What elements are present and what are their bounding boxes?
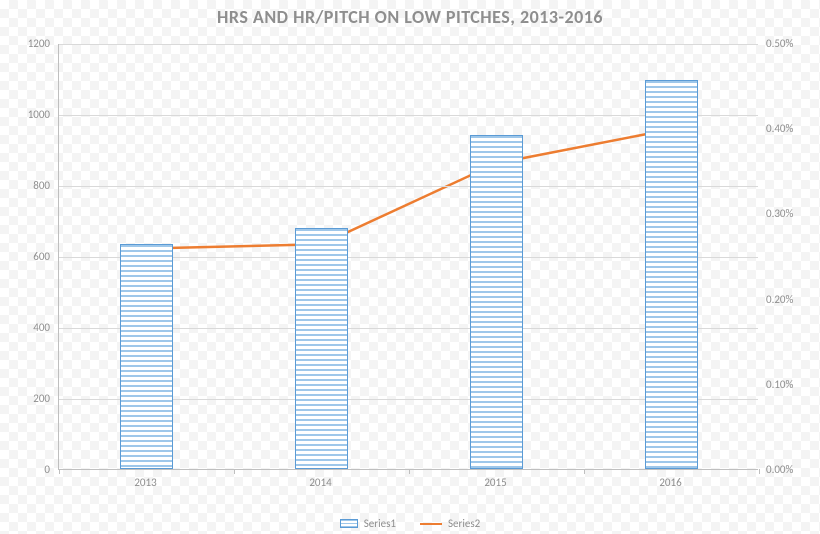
y2-tick-label: 0.20%: [766, 293, 793, 306]
legend-label-series2: Series2: [448, 517, 480, 530]
legend-label-series1: Series1: [364, 517, 396, 530]
y2-tick-label: 0.30%: [766, 207, 793, 220]
y2-tick-label: 0.00%: [766, 463, 793, 476]
x-tick: [759, 469, 760, 474]
chart-title: HRS AND HR/PITCH ON LOW PITCHES, 2013-20…: [0, 6, 820, 28]
x-tick: [59, 469, 60, 474]
legend-item-series1: Series1: [340, 517, 396, 530]
x-tick: [234, 469, 235, 474]
legend-item-series2: Series2: [420, 517, 480, 530]
x-tick: [409, 469, 410, 474]
bar: [120, 244, 173, 469]
bar: [470, 135, 523, 469]
x-tick-label: 2016: [659, 476, 681, 489]
y1-tick-label: 400: [0, 321, 50, 334]
y2-tick-label: 0.10%: [766, 378, 793, 391]
bar: [295, 228, 348, 469]
legend: Series1 Series2: [0, 517, 820, 530]
combo-chart: HRS AND HR/PITCH ON LOW PITCHES, 2013-20…: [0, 0, 820, 534]
series2-line: [147, 129, 672, 248]
y1-tick-label: 1200: [0, 37, 50, 50]
bar: [645, 80, 698, 469]
legend-swatch-bar: [340, 519, 358, 528]
x-tick-label: 2015: [484, 476, 506, 489]
y2-tick-label: 0.50%: [766, 37, 793, 50]
x-tick-label: 2013: [134, 476, 156, 489]
y1-tick-label: 800: [0, 179, 50, 192]
x-tick: [584, 469, 585, 474]
gridline: [59, 44, 758, 45]
y1-tick-label: 1000: [0, 108, 50, 121]
y1-tick-label: 200: [0, 392, 50, 405]
y2-tick-label: 0.40%: [766, 122, 793, 135]
legend-swatch-line: [420, 523, 442, 525]
y1-tick-label: 0: [0, 463, 50, 476]
y1-tick-label: 600: [0, 250, 50, 263]
plot-area: [58, 44, 758, 470]
x-tick-label: 2014: [309, 476, 331, 489]
